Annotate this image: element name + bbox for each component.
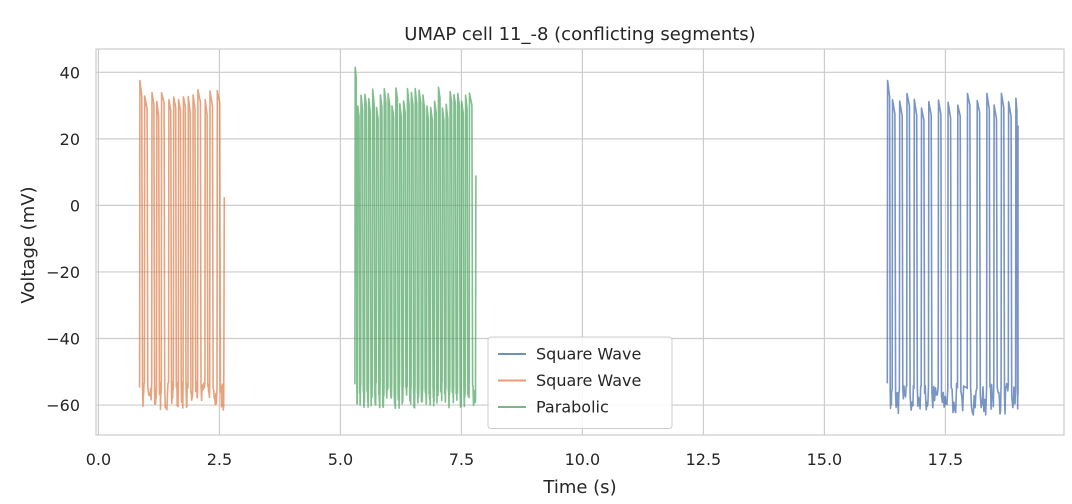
legend-label: Parabolic	[536, 398, 609, 417]
legend-label: Square Wave	[536, 371, 641, 390]
plot-frame	[95, 48, 1065, 436]
x-tick-label: 17.5	[928, 450, 964, 469]
tick-labels: 0.0 2.5 5.0 7.5 10.0 12.5 15.0 17.5 40 20 0 −20 −40 −…	[46, 63, 963, 469]
x-tick-label: 12.5	[686, 450, 722, 469]
x-tick-label: 0.0	[86, 450, 111, 469]
y-tick-label: −20	[46, 263, 80, 282]
series-line	[886, 79, 1019, 416]
legend-box	[487, 336, 673, 429]
x-tick-label: 10.0	[565, 450, 601, 469]
series-line	[354, 66, 477, 410]
y-tick-label: 20	[60, 130, 80, 149]
y-tick-label: 0	[70, 196, 80, 215]
chart-title: UMAP cell 11_-8 (conflicting segments)	[404, 24, 755, 45]
y-tick-label: −60	[46, 396, 80, 415]
y-axis-label: Voltage (mV)	[18, 186, 39, 303]
legend-label: Square Wave	[536, 345, 641, 364]
x-tick-label: 7.5	[449, 450, 474, 469]
x-tick-label: 15.0	[807, 450, 843, 469]
y-tick-label: 40	[60, 63, 80, 82]
x-tick-label: 5.0	[328, 450, 353, 469]
series-line	[138, 79, 226, 411]
series-traces	[138, 66, 1019, 416]
legend: Square Wave Square Wave Parabolic	[487, 336, 673, 429]
x-tick-label: 2.5	[207, 450, 232, 469]
x-axis-label: Time (s)	[542, 477, 616, 498]
y-tick-label: −40	[46, 330, 80, 349]
